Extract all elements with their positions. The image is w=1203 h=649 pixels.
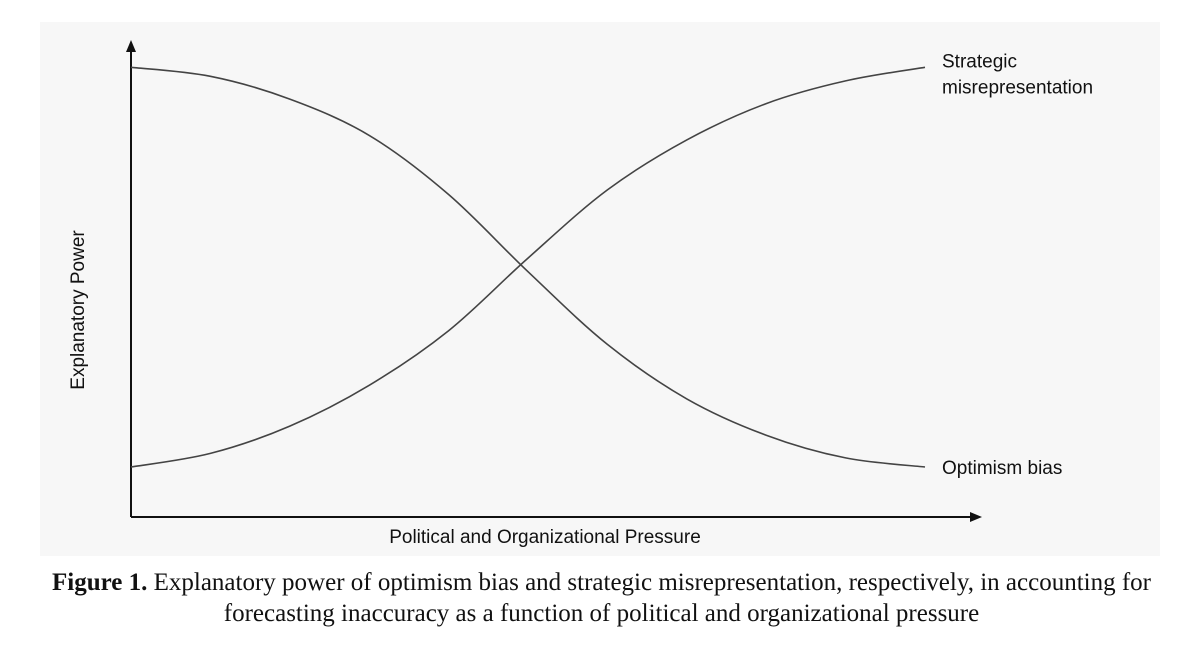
caption-label: Figure 1. (51, 569, 148, 596)
label-layer: Strategic misrepresentation Optimism bias (942, 51, 1093, 479)
plot-area (40, 22, 1160, 556)
y-axis-title: Explanatory Power (68, 230, 89, 390)
series-label-1-line-2: misrepresentation (942, 77, 1093, 98)
axes (126, 40, 982, 522)
series-label-2-line-1: Optimism bias (942, 458, 1062, 479)
caption-text: Explanatory power of optimism bias and s… (153, 569, 1151, 627)
y-axis-arrow (126, 40, 136, 52)
figure-caption: Figure 1. Explanatory power of optimism … (30, 567, 1173, 629)
series-layer (130, 66, 926, 468)
x-axis-arrow (970, 512, 982, 522)
x-axis-title: Political and Organizational Pressure (389, 527, 701, 548)
series-line-2 (130, 66, 926, 468)
series-label-1-line-1: Strategic (942, 51, 1017, 72)
series-line-1 (130, 66, 926, 468)
